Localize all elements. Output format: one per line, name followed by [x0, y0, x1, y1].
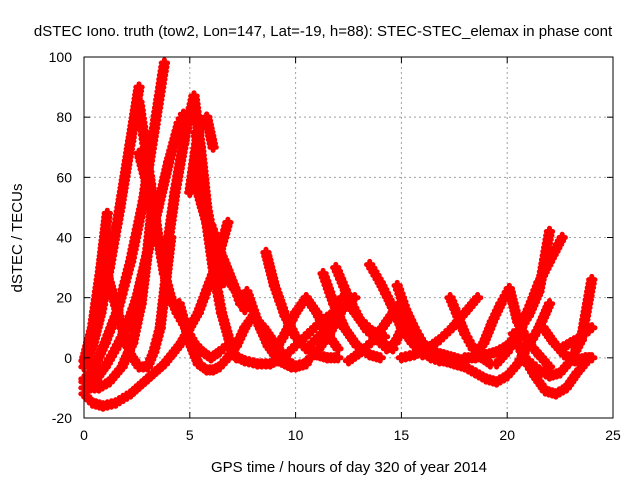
- y-tick-label: 60: [56, 169, 72, 185]
- series-layer: [78, 57, 598, 412]
- data-point: [586, 273, 598, 286]
- data-point: [543, 361, 556, 373]
- y-tick-label: 20: [56, 290, 72, 306]
- series-s19: [226, 307, 340, 370]
- chart-title: dSTEC Iono. truth (tow2, Lon=147, Lat=-1…: [34, 23, 613, 40]
- y-tick-label: 0: [64, 350, 72, 366]
- x-tick-label: 10: [288, 427, 304, 443]
- x-axis-label: GPS time / hours of day 320 of year 2014: [211, 459, 487, 476]
- x-tick-label: 5: [186, 427, 194, 443]
- data-point: [239, 304, 251, 316]
- data-point: [158, 57, 171, 69]
- y-tick-label: 100: [49, 49, 73, 65]
- data-point: [207, 141, 219, 153]
- data-point: [332, 343, 344, 355]
- series-s20: [268, 292, 344, 358]
- series-s32: [469, 282, 556, 373]
- data-point: [101, 207, 113, 220]
- series-s34: [490, 231, 568, 370]
- y-tick-label: 80: [56, 109, 72, 125]
- series-s5: [78, 207, 113, 367]
- data-point: [543, 298, 556, 310]
- data-point: [374, 352, 386, 364]
- y-tick-label: 40: [56, 230, 72, 246]
- data-point: [556, 231, 568, 244]
- x-tick-label: 15: [394, 427, 410, 443]
- y-axis-label: dSTEC / TECUs: [9, 184, 26, 293]
- data-point: [471, 292, 484, 304]
- ticks: 0 5 10 15 20 25 -20 0 20 40 60 80 100: [49, 49, 621, 443]
- data-point: [332, 352, 344, 364]
- data-point: [543, 225, 556, 238]
- series-s38: [554, 322, 598, 355]
- data-point: [133, 81, 145, 93]
- series-s7: [93, 186, 160, 394]
- series-s9: [99, 231, 177, 373]
- data-point: [586, 322, 598, 334]
- x-tick-label: 25: [605, 427, 621, 443]
- series-s36: [522, 273, 598, 382]
- x-tick-label: 0: [80, 427, 88, 443]
- data-point: [222, 216, 234, 229]
- data-point: [586, 352, 598, 364]
- series-s16: [205, 219, 251, 316]
- y-tick-label: -20: [52, 410, 72, 426]
- x-tick-label: 20: [499, 427, 515, 443]
